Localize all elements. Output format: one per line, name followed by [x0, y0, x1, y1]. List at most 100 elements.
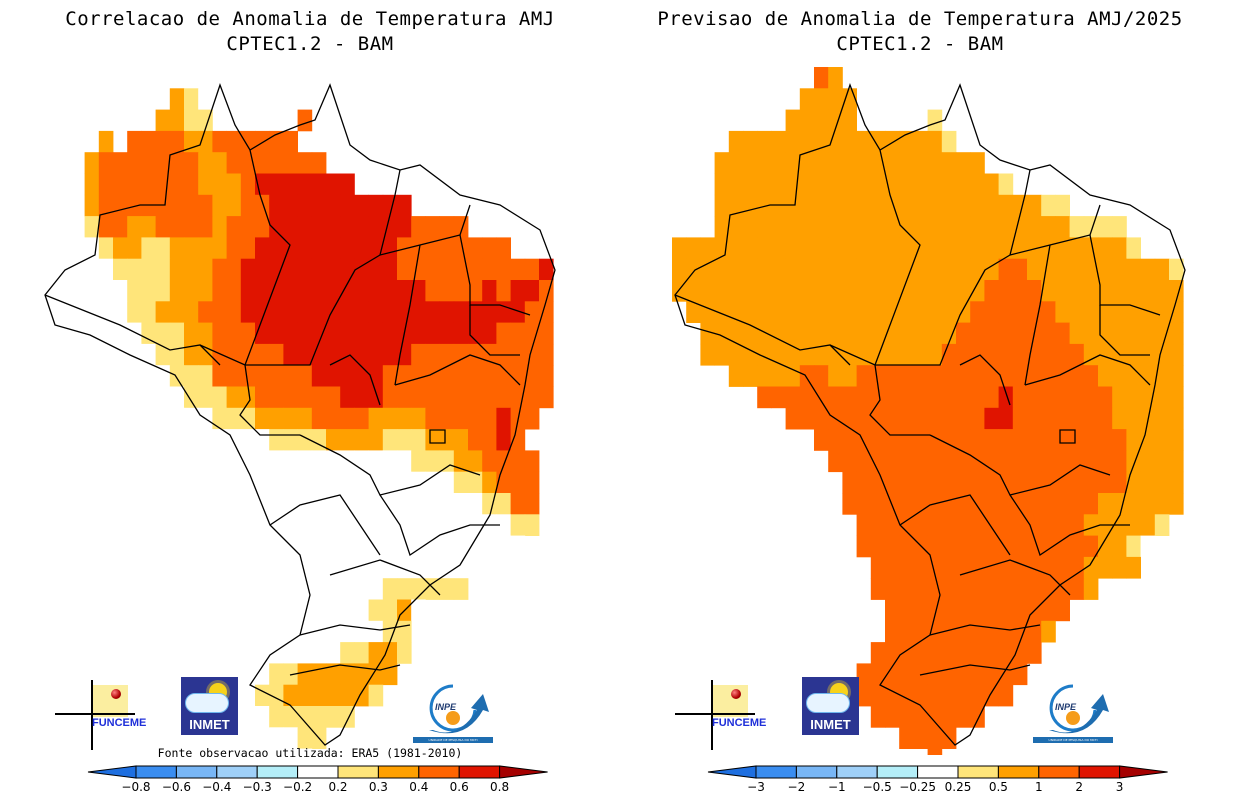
map-cell	[354, 620, 369, 643]
map-cell	[169, 88, 185, 110]
map-cell	[212, 216, 227, 238]
map-cell	[283, 706, 298, 728]
map-cell	[1112, 258, 1127, 281]
map-cell	[913, 578, 928, 600]
map-cell	[785, 109, 801, 132]
map-cell	[411, 365, 426, 387]
map-cell	[743, 322, 758, 345]
map-cell	[1069, 280, 1085, 302]
colorbar-swatch	[337, 765, 379, 779]
map-cell	[714, 343, 730, 366]
map-cell	[255, 599, 270, 622]
map-cell	[326, 429, 341, 451]
map-cell	[913, 322, 928, 345]
map-cell	[927, 173, 943, 196]
map-cell	[927, 365, 943, 387]
map-cell	[1154, 493, 1170, 515]
map-cell	[198, 258, 213, 281]
forecast-map	[672, 67, 1186, 755]
map-cell	[1112, 471, 1127, 494]
map-cell	[397, 386, 412, 409]
map-cell	[539, 343, 554, 366]
map-cell	[984, 280, 999, 302]
map-cell	[311, 471, 327, 494]
map-cell	[382, 450, 398, 473]
map-cell	[1083, 556, 1099, 579]
map-cell	[799, 386, 815, 409]
map-cell	[913, 727, 928, 749]
map-cell	[743, 194, 758, 217]
map-cell	[1169, 301, 1184, 323]
map-cell	[913, 514, 928, 536]
map-cell	[127, 343, 142, 366]
map-cell	[269, 216, 284, 238]
map-cell	[397, 450, 412, 473]
map-cell	[1041, 514, 1056, 536]
map-cell	[870, 301, 886, 323]
map-cell	[956, 684, 971, 707]
data-source-note: Fonte observacao utilizada: ERA5 (1981-2…	[157, 746, 463, 760]
map-cell	[311, 706, 327, 728]
forecast-subtitle: CPTEC1.2 - BAM	[836, 33, 1004, 55]
map-cell	[283, 620, 298, 643]
map-cell	[368, 280, 384, 302]
map-cell	[127, 365, 142, 387]
map-cell	[127, 130, 142, 153]
map-cell	[524, 280, 540, 302]
map-cell	[842, 280, 857, 302]
map-cell	[856, 343, 872, 366]
map-cell	[98, 365, 114, 387]
map-cell	[269, 152, 284, 174]
map-cell	[382, 216, 398, 238]
map-cell	[1154, 407, 1170, 430]
map-cell	[397, 493, 412, 515]
map-cell	[1055, 535, 1070, 558]
map-cell	[482, 237, 497, 260]
map-cell	[184, 365, 199, 387]
map-cell	[970, 322, 985, 345]
map-cell	[56, 301, 71, 323]
map-cell	[155, 237, 171, 260]
map-cell	[425, 450, 440, 473]
map-cell	[941, 556, 957, 579]
map-cell	[311, 194, 327, 217]
map-cell	[899, 514, 914, 536]
map-cell	[998, 620, 1014, 643]
map-cell	[1126, 493, 1141, 515]
map-cell	[941, 322, 957, 345]
map-cell	[1112, 386, 1127, 409]
map-cell	[870, 642, 886, 664]
map-cell	[899, 599, 914, 622]
map-cell	[155, 130, 171, 153]
map-cell	[1041, 407, 1056, 430]
map-cell	[70, 237, 85, 260]
funceme-logo: FUNCEME	[675, 680, 785, 750]
map-cell	[757, 173, 772, 196]
map-cell	[913, 301, 928, 323]
map-cell	[956, 407, 971, 430]
map-cell	[984, 642, 999, 664]
map-cell	[411, 407, 426, 430]
map-cell	[941, 365, 957, 387]
map-cell	[269, 663, 284, 686]
map-cell	[913, 642, 928, 664]
map-cell	[998, 450, 1014, 473]
map-cell	[269, 280, 284, 302]
map-cell	[828, 237, 843, 260]
map-cell	[1083, 493, 1099, 515]
map-cell	[1012, 216, 1028, 238]
map-cell	[842, 322, 857, 345]
map-cell	[856, 471, 872, 494]
map-cell	[885, 365, 900, 387]
map-cell	[1083, 386, 1099, 409]
map-cell	[382, 365, 398, 387]
map-cell	[198, 152, 213, 174]
map-cell	[184, 258, 199, 281]
map-cell	[828, 280, 843, 302]
map-cell	[297, 365, 313, 387]
map-cell	[127, 301, 142, 323]
map-cell	[984, 578, 999, 600]
map-cell	[510, 258, 526, 281]
colorbar-tick-label: 2	[1075, 780, 1083, 794]
map-cell	[184, 67, 199, 89]
